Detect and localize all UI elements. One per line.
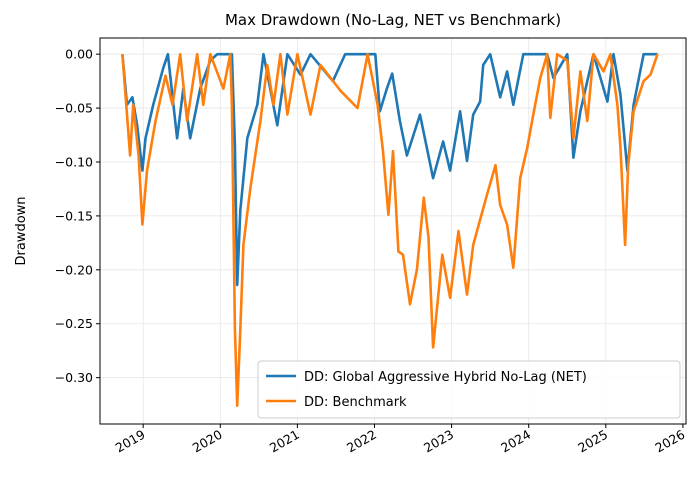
grid: [100, 38, 686, 424]
x-tick-label: 2024: [498, 427, 533, 456]
y-tick-label: −0.10: [55, 154, 93, 169]
legend: DD: Global Aggressive Hybrid No-Lag (NET…: [257, 360, 681, 419]
y-tick-label: 0.00: [65, 47, 93, 62]
axes-frame: [99, 37, 687, 425]
x-tick-label: 2025: [575, 427, 610, 456]
series-lines: [121, 52, 659, 408]
x-tick-label: 2021: [267, 427, 302, 456]
x-tick-label: 2020: [190, 427, 225, 456]
y-tick-label: −0.25: [55, 316, 93, 331]
x-tick-label: 2026: [652, 427, 687, 456]
y-tick-label: −0.05: [55, 101, 93, 116]
legend-label-benchmark: DD: Benchmark: [304, 395, 407, 410]
x-tick-label: 2023: [421, 427, 456, 456]
y-tick-label: −0.15: [55, 208, 93, 223]
chart-title: Max Drawdown (No-Lag, NET vs Benchmark): [225, 11, 561, 29]
y-tick-label: −0.20: [55, 262, 93, 277]
series-line-benchmark: [121, 52, 659, 408]
y-axis-label: Drawdown: [14, 196, 29, 265]
y-tick-label: −0.30: [55, 370, 93, 385]
x-tick-label: 2022: [344, 427, 379, 456]
legend-box: [257, 360, 681, 419]
legend-label-net: DD: Global Aggressive Hybrid No-Lag (NET…: [304, 370, 587, 385]
x-tick-label: 2019: [113, 427, 148, 456]
